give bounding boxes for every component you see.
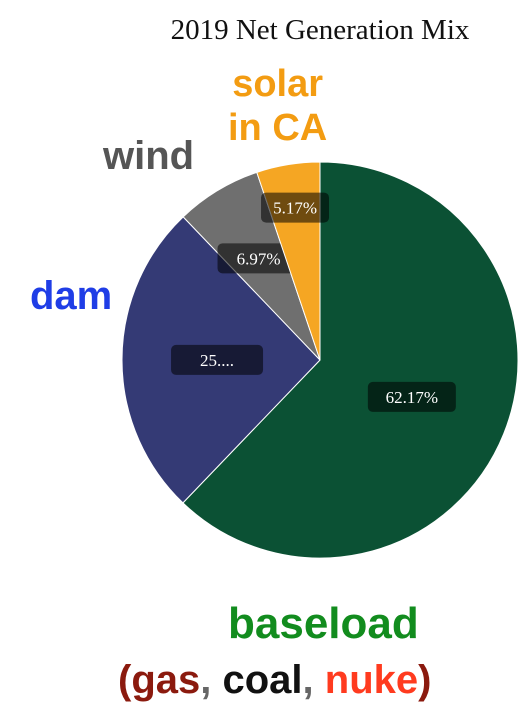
- solar-callout-line1: solar: [232, 63, 324, 105]
- fuels-separator: ,: [200, 658, 223, 702]
- baseload-callout: baseload: [228, 599, 419, 648]
- slice-label-baseload: 62.17%: [367, 381, 456, 412]
- fuel-coal: coal: [222, 658, 303, 702]
- slice-label-solar: 5.17%: [261, 192, 330, 223]
- svg-text:25....: 25....: [200, 351, 234, 370]
- pie-slice-baseload: [182, 161, 519, 559]
- fuel-gas: gas: [131, 658, 201, 702]
- solar-callout-line2: in CA: [228, 107, 328, 149]
- fuel-nuke: nuke: [324, 658, 419, 702]
- dam-callout: dam: [30, 274, 113, 318]
- solar-callout: solar in CA: [228, 62, 327, 150]
- fuels-separator: ,: [302, 658, 325, 702]
- svg-text:6.97%: 6.97%: [237, 249, 281, 268]
- fuels-callout: (gas, coal, nuke): [118, 660, 431, 700]
- slice-label-dam: 25....: [171, 344, 264, 375]
- fuels-open-paren: (: [118, 658, 132, 702]
- wind-callout: wind: [103, 134, 195, 178]
- chart-title: 2019 Net Generation Mix: [170, 14, 470, 46]
- svg-text:5.17%: 5.17%: [273, 199, 317, 218]
- svg-text:62.17%: 62.17%: [386, 388, 438, 407]
- fuels-close-paren: ): [418, 658, 432, 702]
- slice-label-wind: 6.97%: [217, 243, 300, 274]
